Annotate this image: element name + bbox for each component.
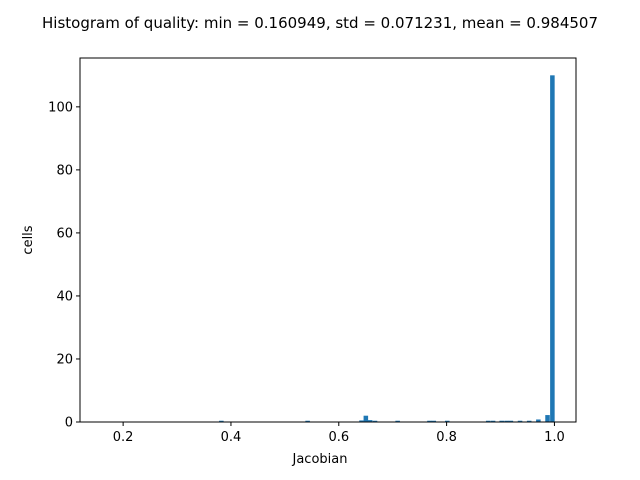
histogram-bar-3	[363, 415, 369, 422]
histogram-bars	[219, 75, 555, 422]
histogram-bar-11	[490, 420, 496, 422]
x-axis-ticks: 0.2 0.4 0.6 0.8 1.0	[113, 422, 565, 445]
x-tick-label-4: 1.0	[544, 430, 565, 445]
histogram-bar-7	[427, 420, 432, 422]
y-tick-label-2: 40	[56, 289, 73, 304]
histogram-bar-19	[550, 75, 555, 422]
x-tick-label-0: 0.2	[113, 430, 134, 445]
histogram-bar-17	[536, 419, 541, 422]
histogram-bar-16	[526, 420, 532, 422]
y-tick-label-5: 100	[48, 100, 73, 115]
y-tick-label-4: 80	[56, 163, 73, 178]
histogram-bar-8	[431, 420, 437, 422]
y-tick-label-0: 0	[65, 416, 73, 431]
histogram-bar-9	[444, 420, 450, 422]
x-tick-label-3: 0.8	[436, 430, 457, 445]
y-axis-ticks: 0 20 40 60 80 100	[48, 100, 80, 431]
histogram-bar-18	[545, 415, 550, 422]
y-axis-label: cells	[21, 225, 36, 254]
histogram-bar-2	[359, 420, 364, 422]
chart-title: Histogram of quality: min = 0.160949, st…	[42, 14, 598, 32]
histogram-bar-12	[499, 420, 504, 422]
histogram-bar-4	[367, 420, 373, 422]
x-axis-label: Jacobian	[292, 452, 348, 467]
plot-frame	[79, 57, 577, 423]
histogram-bar-5	[372, 420, 378, 422]
y-tick-label-1: 20	[56, 352, 73, 367]
histogram-bar-14	[508, 420, 514, 422]
x-tick-label-1: 0.4	[221, 430, 242, 445]
histogram-bar-6	[395, 420, 400, 422]
y-tick-label-3: 60	[56, 226, 73, 241]
histogram-bar-1	[305, 420, 310, 422]
histogram-bar-10	[485, 420, 491, 422]
histogram-bar-15	[517, 420, 523, 422]
x-tick-label-2: 0.6	[328, 430, 349, 445]
histogram-bar-13	[504, 420, 509, 422]
histogram-bar-0	[219, 420, 224, 422]
